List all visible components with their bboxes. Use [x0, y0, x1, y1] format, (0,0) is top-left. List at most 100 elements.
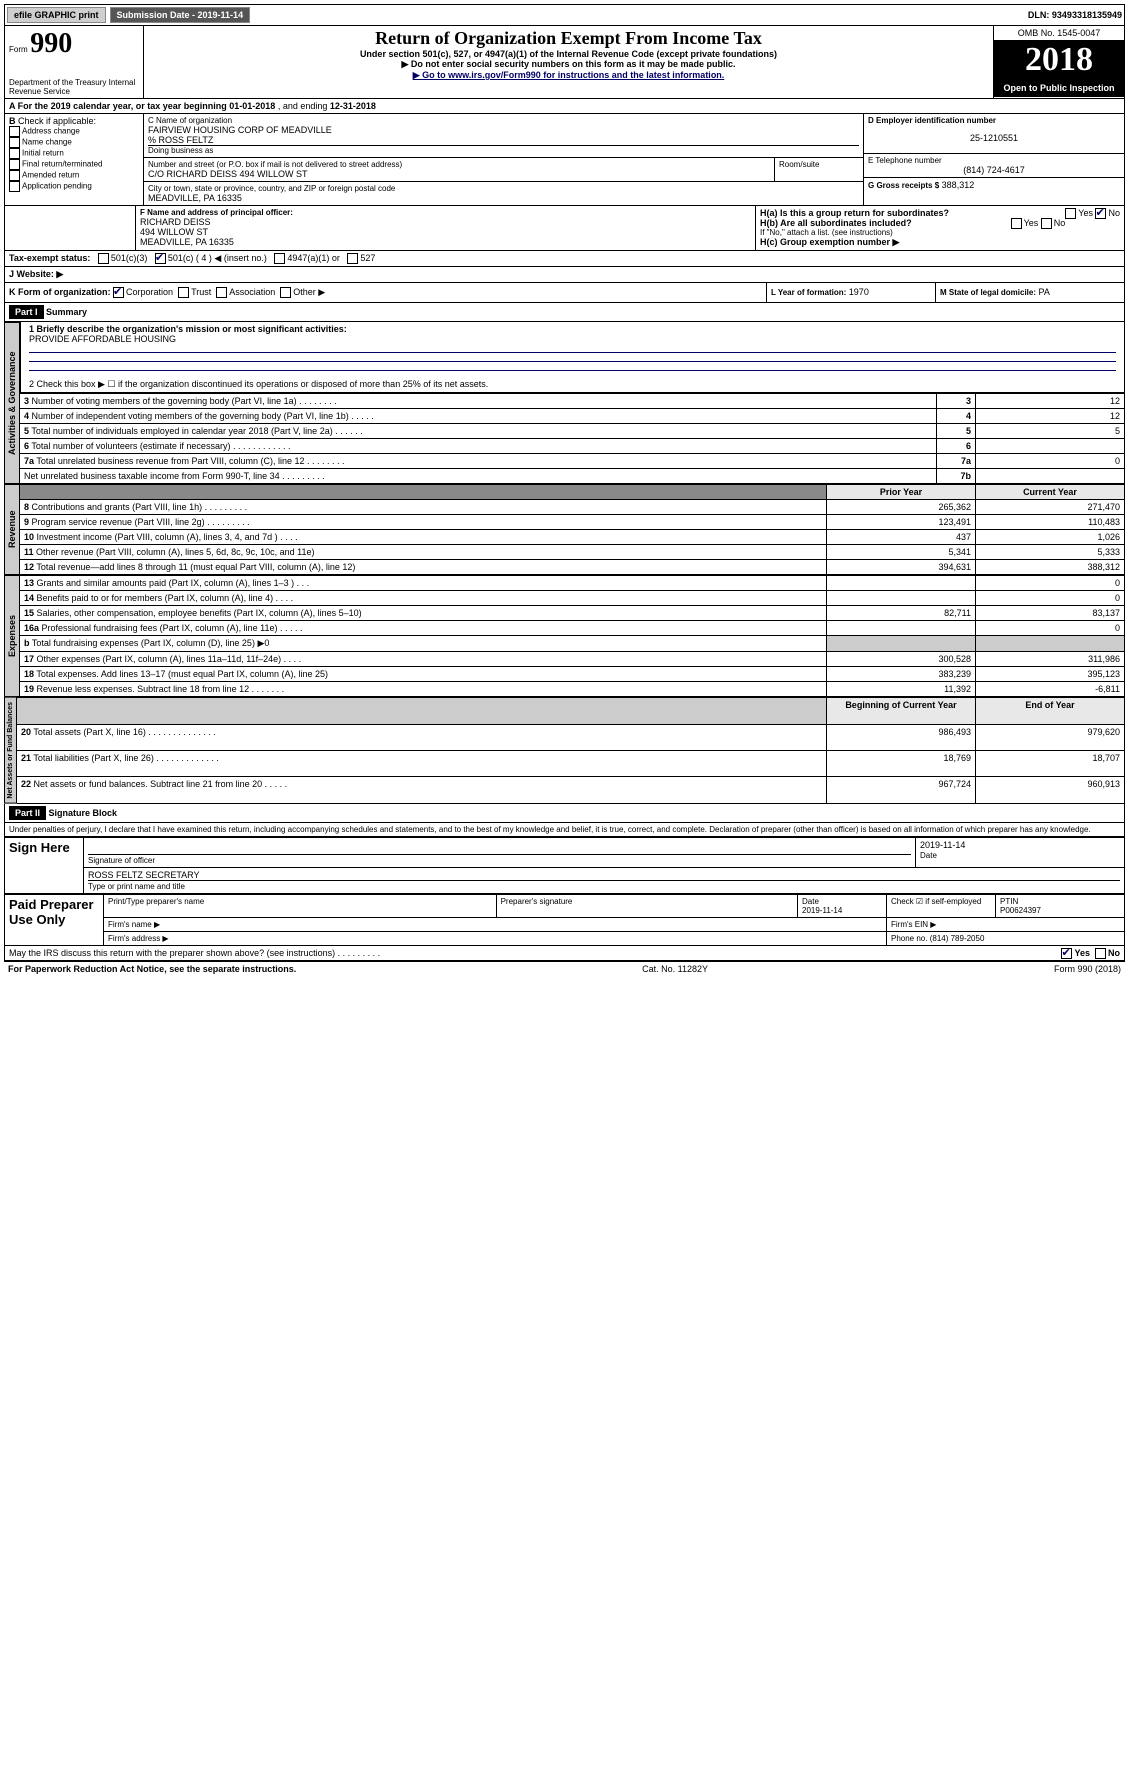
k-trust-cb[interactable]	[178, 287, 189, 298]
firm-ein: Firm's EIN ▶	[887, 917, 1125, 931]
s527-cb[interactable]	[347, 253, 358, 264]
a1-label: 4947(a)(1) or	[287, 253, 340, 263]
k-label: K Form of organization:	[9, 287, 111, 297]
tax-status: Tax-exempt status: 501(c)(3) 501(c) ( 4 …	[4, 251, 1125, 267]
c4-cb[interactable]	[155, 253, 166, 264]
q2-label: 2 Check this box ▶ ☐ if the organization…	[29, 379, 1116, 390]
officer-city: MEADVILLE, PA 16335	[140, 237, 751, 247]
expenses-table: 13 Grants and similar amounts paid (Part…	[20, 575, 1125, 697]
b-check[interactable]	[9, 137, 20, 148]
ein-label: D Employer identification number	[868, 116, 1120, 125]
dept: Department of the Treasury Internal Reve…	[9, 78, 139, 96]
ein-val: 25-1210551	[868, 125, 1120, 151]
paid-title: Paid Preparer Use Only	[5, 894, 104, 945]
warn: ▶ Do not enter social security numbers o…	[148, 59, 989, 70]
vtab-exp: Expenses	[4, 575, 20, 697]
expenses-block: Expenses 13 Grants and similar amounts p…	[4, 575, 1125, 697]
k-trust: Trust	[191, 287, 211, 297]
hb-yes-cb[interactable]	[1011, 218, 1022, 229]
efile-bar: efile GRAPHIC print Submission Date - 20…	[4, 4, 1125, 26]
part2-header: Part II Signature Block	[4, 804, 1125, 823]
b-check[interactable]	[9, 170, 20, 181]
period-begin: 01-01-2018	[229, 101, 275, 111]
discuss-label: May the IRS discuss this return with the…	[9, 948, 380, 958]
mission: PROVIDE AFFORDABLE HOUSING	[29, 334, 1116, 344]
revenue-table: Prior YearCurrent Year 8 Contributions a…	[20, 484, 1125, 575]
efile-btn[interactable]: efile GRAPHIC print	[7, 7, 106, 23]
a1-cb[interactable]	[274, 253, 285, 264]
room-label: Room/suite	[774, 158, 863, 181]
c3-cb[interactable]	[98, 253, 109, 264]
b-check[interactable]	[9, 159, 20, 170]
k-other-cb[interactable]	[280, 287, 291, 298]
vtab-na: Net Assets or Fund Balances	[4, 697, 17, 804]
fh-block: F Name and address of principal officer:…	[4, 206, 1125, 251]
omb: OMB No. 1545-0047	[994, 26, 1124, 41]
firm-name: Firm's name ▶	[104, 917, 887, 931]
sign-date: 2019-11-14	[920, 840, 1120, 850]
gross-val: 388,312	[942, 180, 975, 190]
part2-bar: Part II	[9, 806, 46, 820]
submission-btn[interactable]: Submission Date - 2019-11-14	[110, 7, 251, 23]
netassets-block: Net Assets or Fund Balances Beginning of…	[4, 697, 1125, 804]
l-val: 1970	[849, 287, 869, 297]
i-label: Tax-exempt status:	[9, 253, 90, 263]
b-check[interactable]	[9, 148, 20, 159]
addr-label: Number and street (or P.O. box if mail i…	[148, 160, 770, 169]
website: J Website: ▶	[4, 267, 1125, 283]
period-label: A For the 2019 calendar year, or tax yea…	[9, 101, 227, 111]
c3-label: 501(c)(3)	[111, 253, 148, 263]
org-care: % ROSS FELTZ	[148, 135, 859, 145]
footer: For Paperwork Reduction Act Notice, see …	[4, 961, 1125, 976]
officer-addr: 494 WILLOW ST	[140, 227, 751, 237]
org-name: FAIRVIEW HOUSING CORP OF MEADVILLE	[148, 125, 859, 135]
k-corp-cb[interactable]	[113, 287, 124, 298]
hb-no-cb[interactable]	[1041, 218, 1052, 229]
form-header: Form 990 Department of the Treasury Inte…	[4, 26, 1125, 99]
form-990: 990	[30, 28, 72, 59]
summary-block: Activities & Governance 1 Briefly descri…	[4, 322, 1125, 484]
city-label: City or town, state or province, country…	[148, 184, 859, 193]
firm-addr: Firm's address ▶	[104, 931, 887, 945]
street-addr: C/O RICHARD DEISS 494 WILLOW ST	[148, 169, 770, 179]
prep-date: 2019-11-14	[802, 906, 842, 915]
prep-date-lbl: Date	[802, 897, 819, 906]
ha-no-cb[interactable]	[1095, 208, 1106, 219]
city-val: MEADVILLE, PA 16335	[148, 193, 859, 203]
discuss-yes: Yes	[1074, 948, 1090, 958]
k-corp: Corporation	[126, 287, 173, 297]
l-label: L Year of formation:	[771, 288, 846, 297]
officer-signed-name: ROSS FELTZ SECRETARY	[88, 870, 1120, 881]
m-val: PA	[1039, 287, 1050, 297]
beg-hdr: Beginning of Current Year	[827, 698, 976, 724]
c4-label: 501(c) ( 4 ) ◀ (insert no.)	[168, 253, 267, 263]
goto-link[interactable]: ▶ Go to www.irs.gov/Form990 for instruct…	[148, 70, 989, 81]
hb-yes: Yes	[1024, 218, 1039, 228]
tax-year: 2018	[994, 41, 1124, 79]
form-footer: Form 990 (2018)	[1054, 964, 1121, 974]
discuss-yes-cb[interactable]	[1061, 948, 1072, 959]
b-check[interactable]	[9, 126, 20, 137]
sign-title: Sign Here	[5, 837, 84, 893]
prior-hdr: Prior Year	[827, 485, 976, 500]
gross-label: G Gross receipts $	[868, 181, 939, 190]
cat: Cat. No. 11282Y	[296, 964, 1054, 974]
period-mid: , and ending	[278, 101, 328, 111]
dba-label: Doing business as	[148, 145, 859, 155]
end-hdr: End of Year	[976, 698, 1125, 724]
form-label: Form	[9, 45, 28, 54]
part1-title: Summary	[46, 307, 87, 317]
type-label: Type or print name and title	[88, 882, 185, 891]
period-end: 12-31-2018	[330, 101, 376, 111]
info-block: B Check if applicable: Address changeNam…	[4, 114, 1125, 206]
firm-phone: Phone no. (814) 789-2050	[887, 931, 1125, 945]
discuss-row: May the IRS discuss this return with the…	[4, 946, 1125, 961]
ha-yes-cb[interactable]	[1065, 208, 1076, 219]
part2-title: Signature Block	[49, 808, 118, 818]
b-check[interactable]	[9, 181, 20, 192]
discuss-no-cb[interactable]	[1095, 948, 1106, 959]
m-label: M State of legal domicile:	[940, 288, 1036, 297]
prep-name: Print/Type preparer's name	[104, 894, 497, 917]
k-assoc-cb[interactable]	[216, 287, 227, 298]
ptin-val: P00624397	[1000, 906, 1041, 915]
